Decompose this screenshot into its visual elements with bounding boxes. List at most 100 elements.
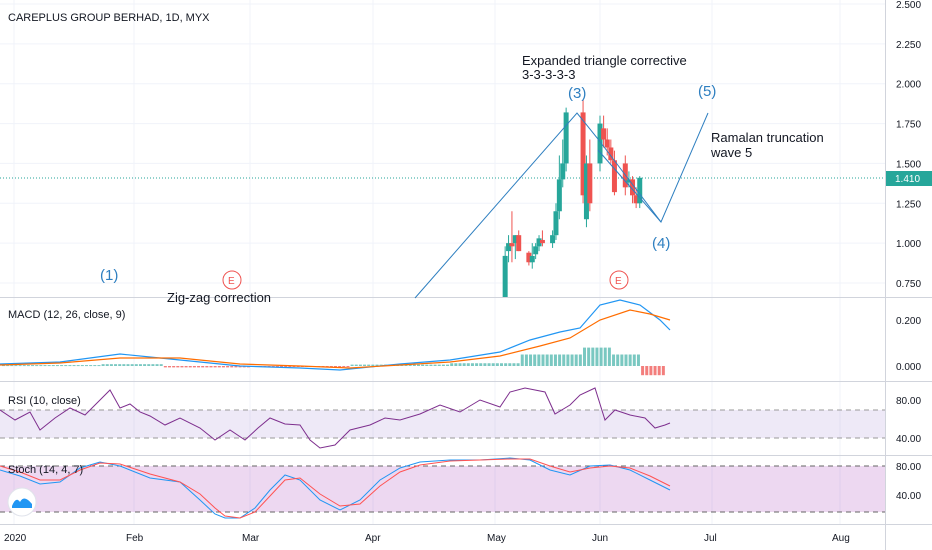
macd-histogram-bar: [570, 354, 574, 366]
macd-histogram-bar: [76, 365, 80, 367]
macd-histogram-bar: [508, 363, 512, 366]
macd-label[interactable]: MACD (12, 26, close, 9): [8, 309, 125, 321]
macd-histogram-bar: [271, 366, 275, 367]
candle-body: [550, 235, 556, 244]
pane-separator: [0, 455, 932, 456]
time-tick: May: [487, 533, 506, 544]
macd-histogram-bar: [60, 365, 64, 367]
annotation-text[interactable]: wave 5: [710, 145, 752, 160]
macd-histogram-bar: [114, 364, 118, 366]
macd-histogram-bar: [172, 366, 176, 368]
candle-body: [633, 195, 639, 204]
wave-label[interactable]: (1): [100, 267, 118, 284]
last-price-label: 1.410: [895, 174, 920, 185]
macd-histogram-bar: [558, 354, 562, 366]
macd-histogram-bar: [89, 365, 93, 367]
candle-body: [563, 112, 569, 164]
macd-histogram-bar: [68, 365, 72, 367]
earnings-marker-icon[interactable]: [609, 270, 629, 290]
rsi-line: [0, 387, 671, 449]
wave-label[interactable]: (4): [652, 235, 670, 252]
macd-histogram-bar: [649, 366, 653, 376]
macd-histogram-bar: [288, 366, 292, 367]
macd-histogram-bar: [516, 363, 520, 366]
candle-body: [630, 179, 636, 196]
rsi-label[interactable]: RSI (10, close): [8, 395, 81, 407]
time-axis: 2020 Feb Mar Apr May Jun Jul Aug: [4, 533, 850, 544]
macd-histogram-bar: [641, 366, 645, 376]
earnings-marker-label: E: [228, 276, 235, 287]
price-tick: 2.000: [896, 80, 921, 91]
macd-histogram-bar: [155, 364, 159, 366]
wave-label[interactable]: (5): [698, 83, 716, 100]
macd-histogram-bar: [562, 354, 566, 366]
candle-body: [512, 235, 518, 244]
macd-histogram-bar: [429, 364, 433, 366]
rsi-band: [0, 410, 885, 438]
price-tick: 0.750: [896, 279, 921, 290]
stoch-label[interactable]: Stoch (14, 4, 7): [8, 464, 83, 476]
earnings-marker-icon[interactable]: [222, 270, 242, 290]
macd-histogram-bar: [371, 364, 375, 366]
annotation-text[interactable]: Ramalan truncation: [711, 130, 824, 145]
wave-label[interactable]: (3): [568, 85, 586, 102]
macd-histogram-bar: [346, 366, 350, 367]
rsi-pane: [0, 387, 671, 449]
macd-histogram-bar: [31, 365, 35, 367]
triangle-line[interactable]: [597, 149, 662, 223]
stoch-d-line: [0, 458, 671, 519]
macd-histogram-bar: [475, 363, 479, 366]
candle-body: [533, 246, 539, 255]
macd-histogram-bar: [197, 366, 201, 368]
macd-histogram-bar: [184, 366, 188, 368]
candles: [502, 99, 643, 297]
annotation-text[interactable]: Expanded triangle corrective: [522, 53, 687, 68]
macd-histogram-bar: [85, 365, 88, 367]
macd-histogram-bar: [591, 347, 595, 366]
time-tick: 2020: [4, 533, 27, 544]
macd-histogram-bar: [275, 366, 279, 367]
macd-histogram-bar: [101, 364, 105, 366]
pane-separator: [0, 297, 932, 298]
macd-histogram-bar: [354, 364, 358, 366]
macd-histogram-bar: [500, 363, 503, 366]
stoch-tick: 40.00: [896, 491, 921, 502]
macd-histogram-bar: [126, 364, 130, 366]
macd-histogram-bar: [446, 364, 450, 366]
candle-body: [587, 163, 593, 204]
time-tick: Feb: [126, 533, 144, 544]
annotation-text[interactable]: 3-3-3-3-3: [522, 67, 575, 82]
time-tick: Aug: [832, 533, 850, 544]
candle-body: [580, 112, 586, 196]
macd-histogram-bar: [143, 364, 147, 366]
tradingview-logo-icon[interactable]: [7, 487, 37, 517]
candle-body: [608, 147, 614, 161]
macd-histogram-bar: [109, 364, 113, 366]
macd-histogram-bar: [504, 363, 508, 366]
macd-histogram-bar: [138, 364, 142, 366]
macd-histogram-bar: [512, 363, 516, 366]
macd-histogram-bar: [367, 364, 371, 366]
candle-body: [601, 128, 607, 140]
macd-histogram-bar: [168, 366, 171, 368]
macd-histogram-bar: [632, 354, 636, 366]
macd-histogram-bar: [587, 347, 591, 366]
elliott-wave-drawing[interactable]: [414, 112, 709, 299]
candle-body: [536, 238, 542, 247]
macd-histogram-bar: [284, 366, 288, 367]
macd-histogram-bar: [491, 363, 495, 366]
macd-signal-line: [0, 309, 671, 369]
macd-histogram-bar: [18, 365, 22, 367]
macd-histogram-bar: [238, 366, 242, 368]
price-tick: 1.750: [896, 120, 921, 131]
macd-histogram-bar: [661, 366, 665, 376]
annotation-text[interactable]: Zig-zag correction: [167, 290, 271, 305]
macd-histogram-bar: [134, 364, 138, 366]
macd-histogram-bar: [39, 365, 43, 367]
macd-histogram-bar: [458, 363, 462, 366]
macd-tick: 0.000: [896, 362, 921, 373]
macd-histogram-bar: [105, 364, 109, 366]
macd-histogram-bar: [363, 364, 367, 366]
macd-histogram-bar: [51, 365, 55, 367]
macd-histogram-bar: [205, 366, 209, 368]
